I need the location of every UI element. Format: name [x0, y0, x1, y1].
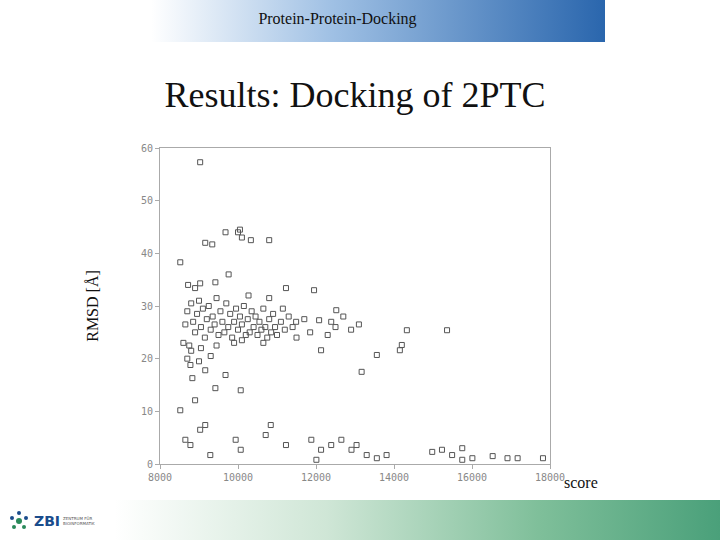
svg-text:8000: 8000	[148, 472, 172, 483]
svg-text:50: 50	[141, 195, 153, 206]
svg-text:Results: Docking of 2PTC: Results: Docking of 2PTC	[164, 75, 545, 115]
svg-text:0: 0	[147, 459, 153, 470]
svg-text:score: score	[564, 474, 598, 491]
svg-text:14000: 14000	[379, 472, 409, 483]
svg-text:20: 20	[141, 353, 153, 364]
html-text:ZENTRUM FÜR BIOINFORMATIK: ZENTRUM FÜR BIOINFORMATIK	[63, 516, 95, 526]
svg-text:40: 40	[141, 248, 153, 259]
html-text:ZBI: ZBI	[34, 513, 60, 529]
svg-text:10: 10	[141, 406, 153, 417]
svg-text:18000: 18000	[535, 472, 565, 483]
svg-text:16000: 16000	[457, 472, 487, 483]
svg-text:10000: 10000	[223, 472, 253, 483]
svg-text:RMSD [Å]: RMSD [Å]	[84, 270, 101, 342]
svg-text:30: 30	[141, 301, 153, 312]
svg-text:60: 60	[141, 143, 153, 154]
svg-text:12000: 12000	[301, 472, 331, 483]
html-text:Protein-Protein-Docking: Protein-Protein-Docking	[258, 10, 417, 27]
